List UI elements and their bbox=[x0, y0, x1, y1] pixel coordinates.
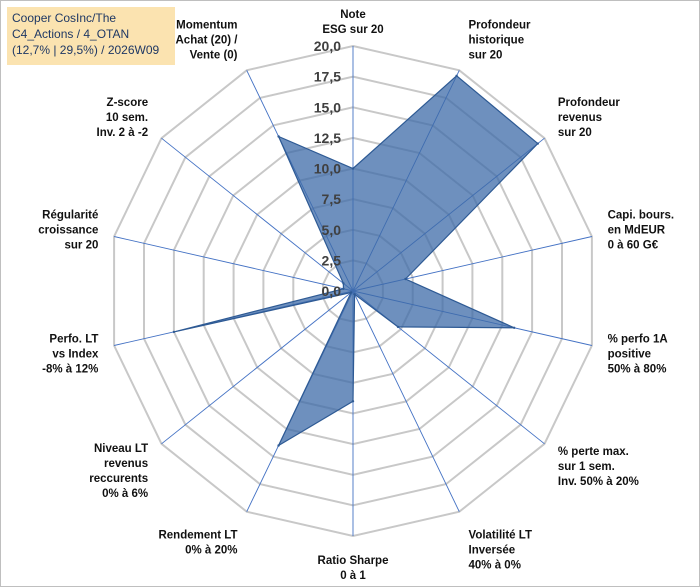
axis-label-9-line-3: 0% à 6% bbox=[102, 488, 148, 500]
tick-label-0: 0,0 bbox=[322, 283, 342, 299]
axis-label-0: Note ESG sur 20 bbox=[322, 9, 383, 36]
axis-label-7-line-1: 0 à 1 bbox=[340, 570, 366, 582]
data-point-7 bbox=[351, 400, 355, 403]
axis-label-9-line-1: revenus bbox=[104, 458, 148, 470]
axis-label-1-line-2: sur 20 bbox=[469, 50, 503, 62]
axis-label-13-line-0: Momentum bbox=[176, 20, 237, 32]
tick-label-4: 10,0 bbox=[314, 161, 341, 177]
axis-label-layer: Note ESG sur 20 Profondeur historique sur 20… bbox=[38, 9, 674, 582]
data-point-4 bbox=[513, 326, 516, 329]
axis-label-6-line-2: 40% à 0% bbox=[469, 560, 521, 572]
axis-label-4-line-2: 50% à 80% bbox=[608, 364, 667, 376]
axis-label-13-line-2: Vente (0) bbox=[190, 50, 238, 62]
tick-label-2: 5,0 bbox=[322, 222, 342, 238]
axis-label-3: Capi. bours. en MdEUR 0 à 60 G€ bbox=[608, 209, 674, 251]
axis-label-12: Z-score 10 sem. Inv. 2 à -2 bbox=[97, 97, 149, 139]
title-line-3: (12,7% | 29,5%) / 2026W09 bbox=[12, 43, 160, 57]
axis-label-1-line-1: historique bbox=[469, 35, 525, 47]
axis-label-3-line-0: Capi. bours. bbox=[608, 209, 674, 221]
data-point-0 bbox=[351, 167, 355, 170]
axis-label-4-line-0: % perfo 1A bbox=[608, 334, 668, 346]
axis-label-2: Profondeur revenus sur 20 bbox=[558, 97, 620, 139]
axis-label-2-line-1: revenus bbox=[558, 112, 602, 124]
data-point-2 bbox=[536, 142, 539, 145]
axis-label-11-line-1: croissance bbox=[38, 224, 98, 236]
axis-label-9-line-0: Niveau LT bbox=[94, 443, 148, 455]
axis-label-2-line-2: sur 20 bbox=[558, 127, 592, 139]
data-point-13 bbox=[277, 135, 280, 138]
series-layer bbox=[172, 74, 539, 448]
tick-label-8: 20,0 bbox=[314, 38, 341, 54]
axis-label-5: % perte max. sur 1 sem. Inv. 50% à 20% bbox=[558, 446, 639, 488]
data-point-5 bbox=[396, 325, 400, 329]
axis-label-12-line-0: Z-score bbox=[107, 97, 149, 109]
title-line-2: C4_Actions / 4_OTAN bbox=[12, 27, 130, 41]
data-point-1 bbox=[455, 74, 458, 78]
axis-label-5-line-1: sur 1 sem. bbox=[558, 461, 615, 473]
axis-label-7: Ratio Sharpe 0 à 1 bbox=[318, 555, 389, 582]
axis-label-6-line-1: Inversée bbox=[469, 545, 516, 557]
axis-label-11: Régularité croissance sur 20 bbox=[38, 209, 98, 251]
tick-label-3: 7,5 bbox=[322, 191, 342, 207]
axis-label-5-line-2: Inv. 50% à 20% bbox=[558, 476, 639, 488]
axis-label-8-line-0: Rendement LT bbox=[158, 530, 237, 542]
tick-label-6: 15,0 bbox=[314, 99, 341, 115]
spoke-6 bbox=[352, 290, 460, 512]
spoke-12 bbox=[161, 137, 354, 292]
data-point-6 bbox=[353, 293, 356, 296]
axis-label-1-line-0: Profondeur bbox=[469, 20, 531, 32]
axis-label-13: Momentum Achat (20) / Vente (0) bbox=[176, 20, 239, 62]
data-point-12 bbox=[342, 282, 345, 285]
tick-label-1: 2,5 bbox=[322, 252, 342, 268]
tick-label-7: 17,5 bbox=[314, 69, 341, 85]
axis-label-7-line-0: Ratio Sharpe bbox=[318, 555, 389, 567]
axis-label-2-line-0: Profondeur bbox=[558, 97, 620, 109]
axis-label-12-line-1: 10 sem. bbox=[106, 112, 148, 124]
axis-label-0-line-0: Note bbox=[340, 9, 366, 21]
axis-label-10: Perfo. LT vs Index -8% à 12% bbox=[42, 334, 99, 376]
data-point-3 bbox=[404, 277, 407, 281]
axis-label-10-line-2: -8% à 12% bbox=[42, 364, 98, 376]
axis-label-11-line-0: Régularité bbox=[42, 209, 98, 221]
data-point-8 bbox=[277, 444, 280, 447]
tick-label-5: 12,5 bbox=[314, 130, 341, 146]
axis-label-3-line-2: 0 à 60 G€ bbox=[608, 239, 659, 251]
axis-label-6: Volatilité LT Inversée 40% à 0% bbox=[469, 530, 532, 572]
data-point-9 bbox=[349, 291, 353, 294]
spoke-9 bbox=[161, 290, 354, 445]
spoke-11 bbox=[113, 236, 354, 292]
axis-label-5-line-0: % perte max. bbox=[558, 446, 629, 458]
axis-label-9: Niveau LT revenus reccurents 0% à 6% bbox=[89, 443, 148, 500]
axis-label-4-line-1: positive bbox=[608, 349, 651, 361]
axis-label-4: % perfo 1A positive 50% à 80% bbox=[608, 334, 668, 376]
title-line-1: Cooper CosInc/The bbox=[12, 11, 117, 25]
axis-label-12-line-2: Inv. 2 à -2 bbox=[97, 127, 149, 139]
data-point-10 bbox=[172, 330, 176, 334]
axis-label-10-line-0: Perfo. LT bbox=[49, 334, 98, 346]
axis-label-8: Rendement LT 0% à 20% bbox=[158, 530, 237, 557]
axis-label-8-line-1: 0% à 20% bbox=[185, 545, 237, 557]
axis-label-6-line-0: Volatilité LT bbox=[469, 530, 532, 542]
data-point-11 bbox=[342, 287, 345, 290]
axis-label-3-line-1: en MdEUR bbox=[608, 224, 666, 236]
axis-label-1: Profondeur historique sur 20 bbox=[469, 20, 531, 62]
chart-title-box: Cooper CosInc/The C4_Actions / 4_OTAN (1… bbox=[7, 7, 175, 65]
axis-label-9-line-2: reccurents bbox=[89, 473, 148, 485]
axis-label-13-line-1: Achat (20) / bbox=[176, 35, 239, 47]
axis-label-0-line-1: ESG sur 20 bbox=[322, 24, 383, 36]
tick-layer: 0,0 2,5 5,0 7,5 10,0 12,5 15,0 17,5 20,0 bbox=[314, 38, 341, 299]
axis-label-11-line-2: sur 20 bbox=[65, 239, 99, 251]
axis-label-10-line-1: vs Index bbox=[52, 349, 99, 361]
